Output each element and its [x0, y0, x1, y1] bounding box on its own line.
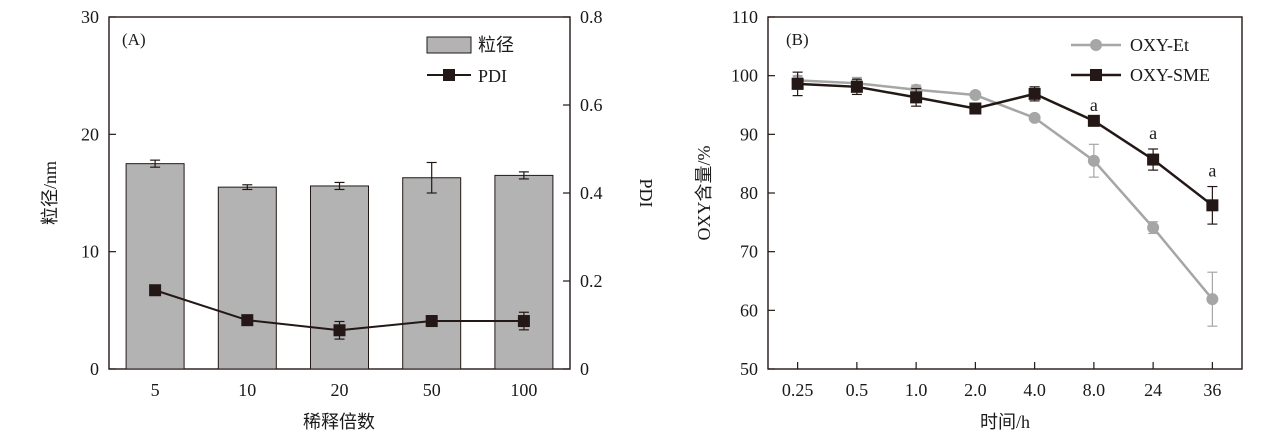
panel-b: (B) 时间/h OXY含量/% 50 60 70 80 90 100 110 0.25 0.…: [694, 7, 1243, 432]
panel-a-y2-tick-label: 0.4: [580, 183, 603, 203]
panel-b-y-axis-label: OXY含量/%: [694, 146, 714, 241]
point-oxy-et: [1087, 154, 1100, 167]
panel-a-y-tick-label: 10: [81, 242, 99, 262]
panel-b-x-tick-label: 8.0: [1083, 380, 1106, 400]
panel-b-y-tick-label: 60: [740, 300, 758, 320]
panel-a-x-axis-label: 稀释倍数: [303, 412, 375, 432]
point-oxy-sme: [969, 102, 982, 115]
panel-b-x-tick-label: 4.0: [1023, 380, 1046, 400]
series-oxy-et: [791, 74, 1219, 327]
panel-b-label: (B): [786, 30, 809, 49]
panel-b-x-tick-label: 36: [1203, 380, 1221, 400]
panel-b-x-tick-label: 1.0: [905, 380, 928, 400]
point-oxy-sme: [1147, 153, 1160, 166]
point-oxy-sme: [791, 77, 804, 90]
point-pdi: [149, 284, 162, 297]
panel-b-y-tick-label: 100: [731, 66, 758, 86]
legend-marker-oxy-sme: [1090, 69, 1102, 81]
point-pdi: [425, 315, 438, 328]
panel-b-x-tick-label: 0.5: [846, 380, 869, 400]
panel-a-y-tick-label: 30: [81, 7, 99, 27]
line-oxy-sme: [797, 82, 1214, 207]
point-oxy-sme: [1028, 87, 1041, 100]
panel-a-x-tick-label: 100: [510, 380, 537, 400]
point-oxy-sme: [1087, 114, 1100, 127]
bar-particle-size: [402, 177, 462, 370]
point-oxy-et: [1147, 221, 1160, 234]
panel-a: (A) 稀释倍数 粒径/nm PDI 0 10 20 30 0 0.2 0.4 0.6 0.8…: [40, 7, 656, 432]
legend-label-oxy-sme: OXY-SME: [1130, 65, 1210, 85]
point-oxy-sme: [910, 91, 923, 104]
panel-b-y-tick-label: 50: [740, 359, 758, 379]
panel-b-y-tick-label: 70: [740, 242, 758, 262]
panel-b-x-axis-label: 时间/h: [980, 412, 1030, 432]
panel-a-y2-axis-label: PDI: [636, 178, 656, 207]
panel-a-legend: 粒径 PDI: [426, 35, 514, 86]
point-pdi: [241, 314, 254, 327]
significance-annotation: a: [1149, 123, 1157, 143]
bar-particle-size: [217, 186, 277, 370]
legend-label-particle-size: 粒径: [478, 35, 514, 55]
point-pdi: [517, 315, 530, 328]
panel-a-x-tick-label: 20: [331, 380, 349, 400]
point-oxy-sme: [850, 80, 863, 93]
panel-b-x-tick-label: 2.0: [964, 380, 987, 400]
point-oxy-et: [1206, 293, 1219, 306]
panel-a-x-tick-label: 5: [151, 380, 160, 400]
significance-annotation: a: [1090, 95, 1098, 115]
panel-a-y-tick-label: 0: [90, 359, 99, 379]
panel-b-x-tick-label: 24: [1144, 380, 1162, 400]
legend-marker-oxy-et: [1090, 39, 1102, 51]
legend-label-pdi: PDI: [478, 66, 507, 86]
bar-particle-size: [494, 174, 554, 370]
legend-label-oxy-et: OXY-Et: [1130, 35, 1189, 55]
bar-particle-size: [310, 185, 369, 370]
panel-a-y-tick-label: 20: [81, 124, 99, 144]
legend-swatch-particle-size: [426, 36, 472, 54]
panel-b-legend: OXY-Et OXY-SME: [1071, 35, 1210, 85]
series-oxy-sme: [791, 71, 1219, 225]
panel-a-x-tick-label: 50: [423, 380, 441, 400]
panel-a-y2-tick-label: 0: [580, 359, 589, 379]
line-oxy-et: [797, 79, 1214, 300]
point-pdi: [333, 324, 346, 337]
panel-a-x-tick-label: 10: [238, 380, 256, 400]
panel-b-x-tick-label: 0.25: [782, 380, 814, 400]
panel-b-y-tick-label: 110: [732, 7, 758, 27]
legend-marker-pdi: [443, 69, 455, 81]
panel-b-y-tick-label: 80: [740, 183, 758, 203]
panel-a-y2-tick-label: 0.2: [580, 271, 603, 291]
panel-b-y-tick-label: 90: [740, 124, 758, 144]
panel-a-y-axis-label: 粒径/nm: [40, 161, 60, 225]
bar-particle-size: [125, 163, 185, 370]
point-oxy-et: [1028, 111, 1041, 124]
panel-a-label: (A): [122, 30, 146, 49]
panel-a-y2-tick-label: 0.8: [580, 7, 603, 27]
significance-annotation: a: [1208, 161, 1216, 181]
point-oxy-sme: [1206, 199, 1219, 212]
point-oxy-et: [969, 89, 982, 102]
panel-a-y2-tick-label: 0.6: [580, 95, 603, 115]
